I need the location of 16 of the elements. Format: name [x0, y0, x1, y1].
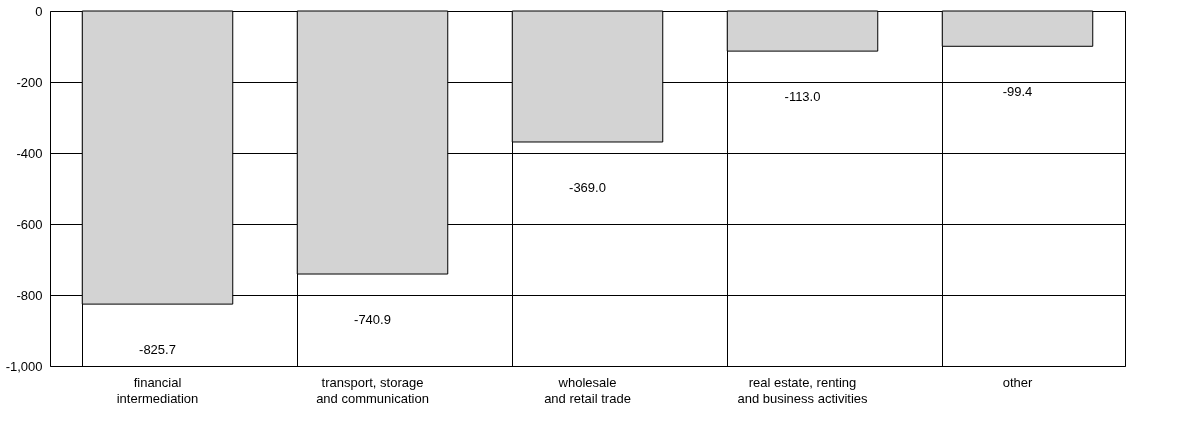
data-label: -825.7: [139, 342, 176, 358]
y-tick-label: -1,000: [5, 358, 43, 374]
x-tick-label: other: [1002, 374, 1033, 390]
y-tick-label: -600: [16, 216, 43, 232]
y-tick-label: -800: [16, 287, 43, 303]
data-label: -369.0: [569, 179, 606, 195]
y-tick-label: -200: [16, 74, 43, 90]
x-tick-label: real estate, renting and business activities: [737, 374, 869, 406]
data-label: -740.9: [354, 312, 391, 328]
x-tick-label: financial intermediation: [116, 374, 199, 406]
data-label: -113.0: [784, 89, 821, 105]
x-tick-label: wholesale and retail trade: [544, 374, 631, 406]
y-tick-label: -400: [16, 145, 43, 161]
x-tick-label: transport, storage and communication: [316, 374, 429, 406]
y-tick-label: 0: [35, 3, 43, 19]
data-label: -99.4: [1002, 84, 1033, 100]
